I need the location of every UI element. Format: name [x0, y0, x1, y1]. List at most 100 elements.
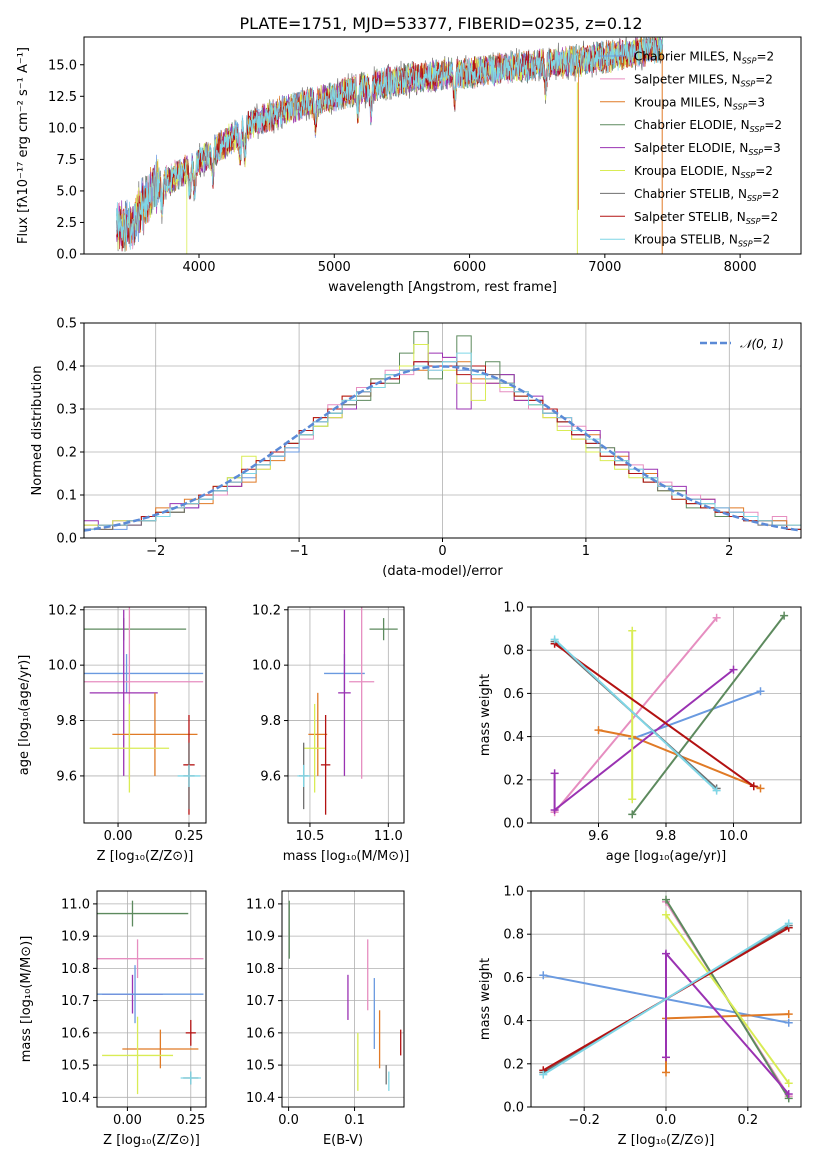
- x-tick-label: −0.2: [568, 1113, 600, 1128]
- weight-line: [665, 914, 790, 1084]
- y-tick-label: 0.6: [503, 687, 524, 702]
- y-tick-label: 10.0: [48, 121, 77, 136]
- y-tick-label: 0.5: [56, 317, 77, 332]
- y-tick-label: 0.3: [56, 403, 77, 418]
- y-tick-label: 10.0: [252, 659, 281, 674]
- legend-count: =2: [755, 72, 773, 86]
- mass-vs-ebv-panel: 0.0 0.1 10.4 10.5 10.6 10.7 10.8 10.9 11.0 E(B-V): [246, 890, 405, 1148]
- legend-label: Kroupa STELIB, NSSP=2: [634, 233, 770, 249]
- y-tick-label: 2.5: [56, 216, 77, 231]
- age-vs-z-panel: 0.00 0.25 9.6 9.8 10.0 10.2 Z [log₁₀(Z/Z⊙)] age…: [17, 603, 207, 864]
- x-axis-label: mass [log₁₀(M/M⊙)]: [283, 849, 410, 864]
- plot-area: [84, 607, 204, 815]
- x-tick-label: 9.6: [588, 829, 609, 844]
- panels: 4000 5000 6000 7000 80000.02.55.07.510.012.5…: [16, 36, 802, 1148]
- x-tick-label: 0.00: [104, 829, 133, 844]
- y-tick-label: 0.4: [503, 1014, 524, 1029]
- x-tick-label: −1: [290, 544, 309, 559]
- legend-subscript: SSP: [750, 125, 765, 134]
- y-tick-label: 10.4: [61, 1091, 90, 1106]
- x-axis-label: E(B-V): [323, 1133, 363, 1148]
- plot-area: [297, 607, 398, 815]
- y-tick-label: 0.8: [503, 644, 524, 659]
- x-tick-label: 10.0: [719, 829, 748, 844]
- y-tick-label: 11.0: [61, 897, 90, 912]
- weight-vs-age-panel: 9.6 9.8 10.0 0.0 0.2 0.4 0.6 0.8 1.0 age [log₁₀(a…: [478, 601, 802, 864]
- y-tick-label: 0.2: [503, 1057, 524, 1072]
- legend-label: Kroupa ELODIE, NSSP=2: [634, 164, 773, 180]
- y-tick-label: 0.1: [56, 489, 77, 504]
- y-tick-label: 10.4: [246, 1091, 275, 1106]
- x-tick-label: 11.0: [374, 829, 403, 844]
- legend-count: =3: [747, 95, 765, 109]
- legend-label: Salpeter ELODIE, NSSP=3: [634, 141, 781, 157]
- legend-subscript: SSP: [741, 79, 756, 88]
- y-tick-label: 10.2: [252, 603, 281, 618]
- legend-subscript: SSP: [747, 194, 762, 203]
- axes-frame: [281, 890, 405, 1108]
- x-tick-label: 0.1: [344, 1113, 365, 1128]
- y-tick-label: 0.2: [503, 773, 524, 788]
- plot-area: [288, 900, 402, 1091]
- legend-count: =2: [756, 50, 774, 64]
- legend-label: Kroupa MILES, NSSP=3: [634, 95, 765, 111]
- y-tick-label: 7.5: [56, 153, 77, 168]
- weight-line: [631, 614, 785, 816]
- plot-area: [84, 331, 801, 538]
- figure-title: PLATE=1751, MJD=53377, FIBERID=0235, z=0…: [239, 14, 642, 33]
- spectrum-panel: 4000 5000 6000 7000 8000 0.0 2.5 5.0 7.5 10.0 12.5…: [16, 36, 802, 295]
- y-axis-label: age [log₁₀(age/yr)]: [17, 655, 32, 776]
- x-tick-label: 1: [582, 544, 590, 559]
- y-tick-label: 10.6: [246, 1026, 275, 1041]
- x-axis-label: Z [log₁₀(Z/Z⊙)]: [97, 849, 194, 864]
- weight-line: [554, 642, 755, 788]
- x-axis-label: Z [log₁₀(Z/Z⊙)]: [103, 1133, 200, 1148]
- legend-label: Salpeter MILES, NSSP=2: [634, 72, 773, 88]
- legend-count: =3: [763, 141, 781, 155]
- y-tick-label: 10.8: [246, 962, 275, 977]
- x-tick-label: 0: [438, 544, 446, 559]
- y-tick-label: 9.8: [260, 714, 281, 729]
- x-tick-label: 10.5: [295, 829, 324, 844]
- x-tick-label: 0.25: [176, 1113, 205, 1128]
- x-tick-label: 8000: [724, 260, 757, 275]
- histogram-panel: −2 −1 0 1 2 0.0 0.1 0.2 0.3 0.4 0.5 (data-model)/er…: [30, 317, 802, 579]
- y-tick-label: 11.0: [246, 897, 275, 912]
- plot-area: [550, 611, 789, 819]
- weight-line: [553, 638, 718, 792]
- x-tick-label: 7000: [588, 260, 621, 275]
- x-axis-label: age [log₁₀(age/yr)]: [606, 849, 727, 864]
- normal-legend-label: 𝒩(0, 1): [740, 337, 784, 351]
- x-tick-label: 9.8: [656, 829, 677, 844]
- y-axis-label: Flux [fλ10⁻¹⁷ erg cm⁻² s⁻¹ A⁻¹]: [16, 47, 31, 244]
- x-tick-label: 0.25: [175, 829, 204, 844]
- legend-count: =2: [762, 187, 780, 201]
- y-tick-label: 10.7: [61, 994, 90, 1009]
- x-tick-label: −2: [146, 544, 165, 559]
- x-axis-label: (data-model)/error: [382, 564, 503, 579]
- normal-curve: [84, 365, 801, 532]
- y-tick-label: 1.0: [503, 601, 524, 616]
- x-tick-label: 0.2: [737, 1113, 758, 1128]
- x-axis-label: wavelength [Angstrom, rest frame]: [328, 280, 557, 295]
- spectrum-line: [116, 37, 664, 250]
- plot-area: [539, 895, 793, 1103]
- y-tick-label: 9.8: [56, 714, 77, 729]
- legend-count: =2: [755, 164, 773, 178]
- y-tick-label: 0.0: [503, 817, 524, 832]
- y-tick-label: 0.6: [503, 971, 524, 986]
- age-vs-mass-panel: 10.5 11.0 9.6 9.8 10.0 10.2 mass [log₁₀(M/M⊙)]: [252, 603, 410, 864]
- x-axis-label: Z [log₁₀(Z/Z⊙)]: [618, 1133, 715, 1148]
- legend-label: Chabrier STELIB, NSSP=2: [634, 187, 779, 203]
- y-tick-label: 0.8: [503, 928, 524, 943]
- y-tick-label: 10.5: [61, 1059, 90, 1074]
- y-tick-label: 10.9: [61, 930, 90, 945]
- y-axis-label: Normed distribution: [30, 366, 45, 496]
- x-tick-label: 0.0: [278, 1113, 299, 1128]
- legend: Chabrier MILES, NSSP=2 Salpeter MILES, NS…: [600, 50, 782, 249]
- y-tick-label: 9.6: [56, 769, 77, 784]
- legend-label: Chabrier ELODIE, NSSP=2: [634, 118, 782, 134]
- legend-count: =2: [760, 210, 778, 224]
- y-tick-label: 10.7: [246, 994, 275, 1009]
